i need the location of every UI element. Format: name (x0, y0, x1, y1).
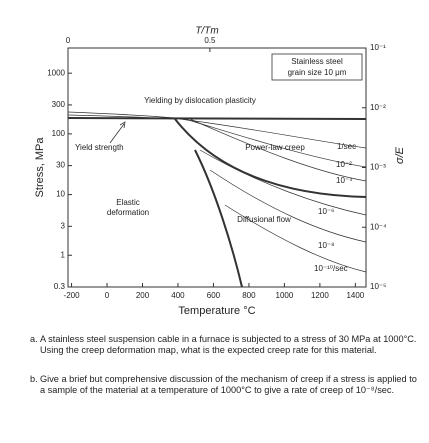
annotation: 10⁻⁶ (318, 207, 334, 216)
annotation: deformation (107, 208, 149, 217)
y-tick-label: 100 (52, 129, 66, 138)
annotation: Diffusional flow (237, 215, 291, 224)
x-tick-label: 400 (171, 291, 185, 300)
annotation: Yield strength (75, 143, 124, 152)
annotation: 10⁻⁴ (336, 176, 353, 185)
creep-boundary (174, 118, 367, 198)
y2-tick-label: 10⁻⁴ (370, 222, 387, 231)
plot-frame (67, 47, 367, 288)
rate-contour (224, 204, 367, 273)
y-tick-label: 300 (52, 100, 66, 109)
question-label: a. (30, 334, 38, 344)
arrow-head (119, 121, 126, 129)
x-tick-label: 1400 (346, 291, 364, 300)
map-boundaries (67, 111, 367, 288)
y-tick-label: 0.3 (54, 282, 66, 291)
rate-contour (184, 118, 367, 168)
y2-axis-label: σ/E (394, 146, 406, 164)
y2-tick-label: 10⁻² (370, 103, 386, 112)
y-tick-label: 10 (56, 190, 65, 199)
rate-contour (179, 118, 367, 149)
y-tick-label: 30 (56, 161, 65, 170)
x-tick-label: 800 (242, 291, 256, 300)
yield-boundary (67, 117, 367, 120)
y2-tick-label: 10⁻³ (370, 163, 386, 172)
x2-tick-label: 0.5 (204, 36, 216, 45)
elastic-boundary (194, 149, 243, 288)
question: a. A stainless steel suspension cable in… (30, 334, 420, 356)
question: b. Give a brief but comprehensive discus… (30, 374, 420, 396)
question-text: A stainless steel suspension cable in a … (40, 334, 417, 355)
rate-contour (209, 169, 367, 243)
x-tick-label: 1000 (276, 291, 294, 300)
annotation: 10⁻⁸ (318, 241, 335, 250)
annotation: Elastic (116, 198, 140, 207)
x2-axis-label: T/Tm (195, 26, 218, 37)
rate-contour (189, 118, 367, 182)
x-tick-label: 200 (136, 291, 150, 300)
question-label: b. (30, 374, 38, 384)
x-tick-label: 600 (207, 291, 221, 300)
y2-tick-label: 10⁻¹ (370, 43, 386, 52)
x-tick-label: 0 (105, 291, 110, 300)
y-tick-label: 1 (61, 250, 66, 259)
y-tick-label: 3 (61, 221, 66, 230)
annotation: Power-law creep (245, 143, 305, 152)
x-axis-label: Temperature °C (178, 305, 255, 317)
annotation: 1/sec (337, 142, 356, 151)
x-tick-label: -200 (64, 291, 81, 300)
annotation: grain size 10 μm (288, 68, 347, 77)
x-tick-label: 1200 (311, 291, 329, 300)
question-text: Give a brief but comprehensive discussio… (40, 374, 417, 395)
y2-tick-label: 10⁻⁵ (370, 282, 386, 291)
annotation: 10⁻² (336, 160, 352, 169)
x2-tick-label: 0 (66, 36, 71, 45)
y-axis-label: Stress, MPa (34, 137, 46, 198)
y-tick-label: 1000 (47, 68, 65, 77)
annotation: 10⁻¹⁰/sec (314, 264, 348, 273)
rate-contour (199, 149, 367, 216)
legend-box (271, 53, 363, 81)
annotation: Yielding by dislocation plasticity (144, 96, 256, 105)
arrow (109, 123, 125, 144)
annotation: Stainless steel (291, 57, 343, 66)
